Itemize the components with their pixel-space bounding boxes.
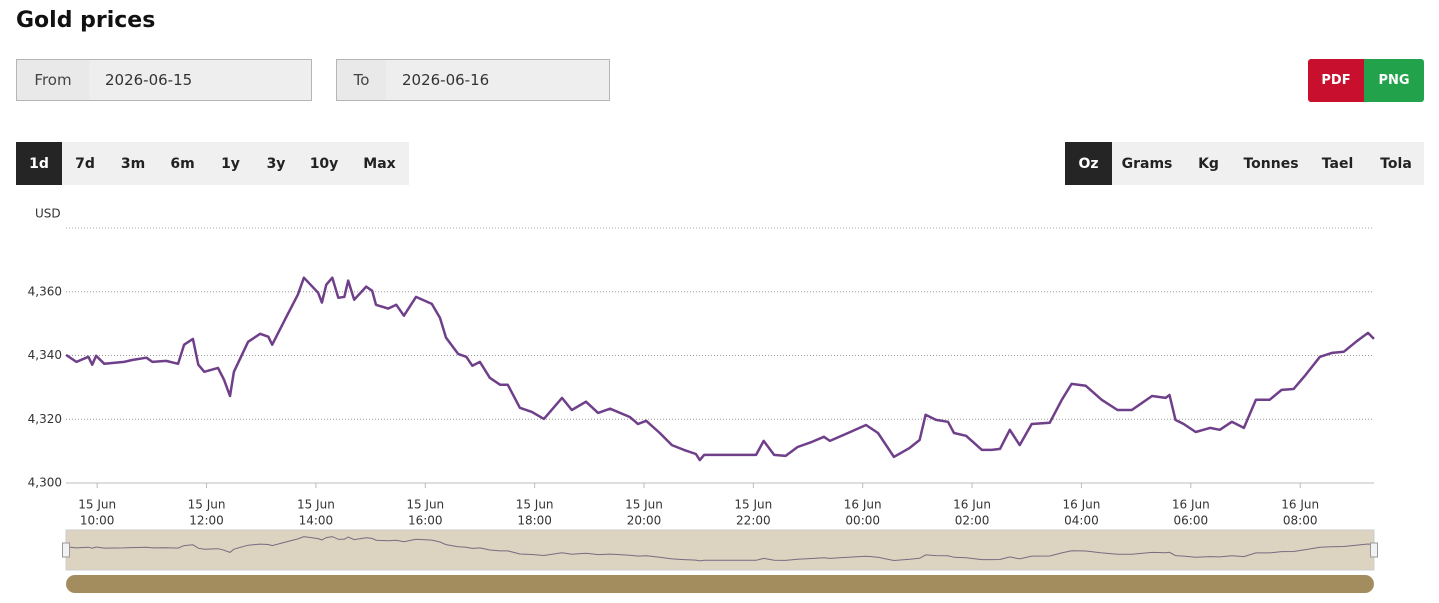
x-tick-label: 15 Jun [406,498,444,512]
x-tick-label: 20:00 [627,514,662,528]
x-tick-label: 16 Jun [844,498,882,512]
navigator-handle [1370,542,1378,558]
option-button[interactable]: 3m [120,155,146,172]
x-tick-label: 00:00 [845,514,880,528]
option-button[interactable]: 10y [309,155,339,172]
y-tick-label: 4,360 [28,284,62,298]
price-line [65,276,1375,462]
x-tick-label: 15 Jun [625,498,663,512]
x-tick-label: 16 Jun [1281,498,1319,512]
x-tick-label: 15 Jun [297,498,335,512]
option-button[interactable]: 1y [221,155,240,172]
x-tick-label: 08:00 [1283,514,1318,528]
x-tick-label: 15 Jun [516,498,554,512]
x-tick-label: 22:00 [736,514,771,528]
x-tick-label: 10:00 [80,514,115,528]
option-button[interactable]: 3y [266,155,286,172]
y-tick-label: 4,300 [28,476,62,490]
option-button[interactable]: Max [363,155,396,172]
x-tick-label: 16 Jun [953,498,991,512]
from-label: From [16,59,90,101]
option-button[interactable]: 1d [16,142,62,185]
option-button[interactable]: 7d [75,155,95,172]
y-axis-label: USD [35,207,61,221]
option-button[interactable]: Oz [1065,142,1112,185]
x-tick-label: 15 Jun [188,498,226,512]
png-button[interactable]: PNG [1364,59,1424,102]
x-tick-label: 16 Jun [1172,498,1210,512]
x-tick-label: 02:00 [955,514,990,528]
period-bar: 1d 7d 3m 6m 1y 3y 10y Max [16,142,409,185]
navigator-line [65,536,1375,562]
y-tick-label: 4,320 [28,412,62,426]
from-input[interactable]: 2026-06-15 [89,59,312,101]
scrollbar[interactable] [66,575,1374,593]
x-tick-label: 14:00 [299,514,334,528]
option-button[interactable]: Kg [1198,155,1219,172]
navigator-handle [62,542,70,558]
option-button[interactable]: Tonnes [1243,155,1299,172]
page-title: Gold prices [16,8,156,33]
option-button[interactable]: Tola [1380,155,1412,172]
option-button[interactable]: Grams [1121,155,1173,172]
x-tick-label: 16 Jun [1063,498,1101,512]
option-button[interactable]: 6m [170,155,195,172]
y-tick-label: 4,340 [28,348,62,362]
x-tick-label: 18:00 [517,514,552,528]
x-tick-label: 15 Jun [78,498,116,512]
x-tick-label: 04:00 [1064,514,1099,528]
option-button[interactable]: Tael [1321,155,1354,172]
x-tick-label: 06:00 [1174,514,1209,528]
x-tick-label: 12:00 [189,514,224,528]
pdf-button[interactable]: PDF [1308,59,1364,102]
x-tick-label: 16:00 [408,514,443,528]
x-tick-label: 15 Jun [734,498,772,512]
navigator-background [65,529,1375,571]
unit-bar: Oz Grams Kg Tonnes Tael Tola [1065,142,1424,185]
to-input[interactable]: 2026-06-16 [386,59,610,101]
